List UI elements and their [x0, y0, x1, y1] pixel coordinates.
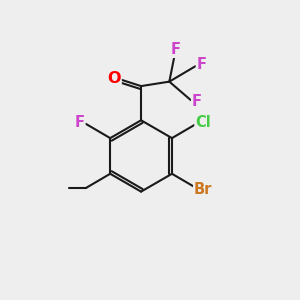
Text: F: F — [192, 94, 202, 109]
Text: O: O — [108, 70, 121, 86]
Text: Cl: Cl — [195, 115, 211, 130]
Text: F: F — [196, 57, 206, 72]
Text: F: F — [171, 42, 181, 57]
Text: F: F — [75, 115, 85, 130]
Text: Br: Br — [194, 182, 212, 197]
